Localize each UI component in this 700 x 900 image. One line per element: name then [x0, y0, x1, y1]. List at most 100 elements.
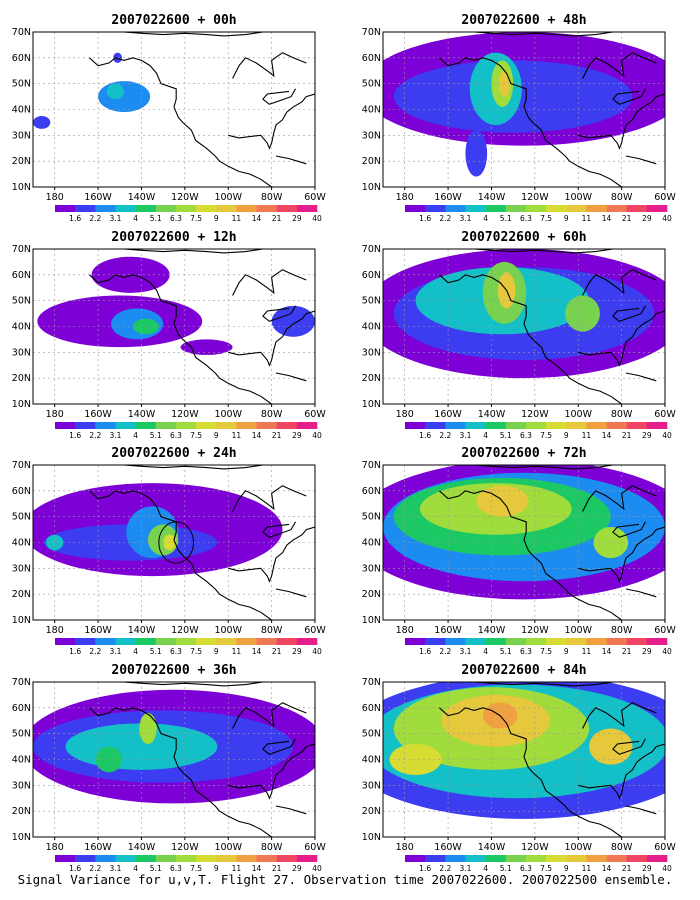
map-panel-5: 2007022600 + 48h 180 160W 140W 120W 100W 80W 60…: [362, 13, 677, 223]
colorbar-label: 9: [214, 647, 219, 656]
y-tick-label: 40N: [362, 755, 381, 766]
plot-frame: [382, 681, 666, 838]
coastline-segment: [625, 805, 657, 815]
variance-field: [383, 465, 665, 600]
colorbar: 1.6 2.2 3.1 4 5.1 6.3 7.5 9 11 14 21 29 40: [55, 638, 322, 656]
colorbar-label: 9: [564, 214, 569, 223]
colorbar-label: 2.2: [89, 431, 101, 440]
colorbar-swatch: [75, 205, 96, 212]
colorbar-label: 21: [272, 864, 282, 873]
colorbar: 1.6 2.2 3.1 4 5.1 6.3 7.5 9 11 14 21 29 40: [405, 638, 672, 656]
x-tick-label: 120W: [171, 625, 199, 636]
colorbar-label: 29: [292, 864, 302, 873]
x-tick-label: 80W: [611, 409, 633, 420]
x-tick-label: 160W: [84, 625, 112, 636]
y-tick-label: 40N: [12, 322, 31, 333]
variance-blob: [593, 527, 629, 558]
colorbar-label: 40: [312, 647, 322, 656]
colorbar-label: 5.1: [500, 864, 512, 873]
target-circle: [158, 521, 195, 564]
colorbar-label: 29: [642, 864, 652, 873]
colorbar-swatch: [155, 638, 177, 645]
variance-blob: [589, 728, 633, 765]
y-tick-label: 30N: [362, 347, 381, 358]
colorbar-swatch: [606, 638, 627, 645]
colorbar-swatch: [216, 855, 237, 862]
colorbar-label: 14: [252, 431, 262, 440]
grid-lines: [33, 32, 315, 187]
coastline-segment: [118, 682, 263, 687]
y-tick-label: 10N: [12, 182, 31, 193]
x-tick-label: 120W: [171, 192, 199, 203]
colorbar-label: 3.1: [109, 864, 121, 873]
colorbar-label: 14: [252, 214, 262, 223]
y-tick-label: 10N: [362, 832, 381, 843]
colorbar-label: 3.1: [459, 431, 471, 440]
x-tick-label: 160W: [434, 192, 462, 203]
colorbar-swatch: [256, 855, 277, 862]
colorbar-label: 21: [622, 431, 632, 440]
y-tick-label: 10N: [362, 182, 381, 193]
coastline-segment: [232, 269, 307, 296]
coastline-segment: [468, 465, 613, 470]
colorbar-swatch: [75, 422, 96, 429]
plot-frame: [32, 464, 316, 621]
colorbar-swatch: [445, 638, 466, 645]
colorbar-label: 21: [622, 864, 632, 873]
y-tick-label: 40N: [12, 538, 31, 549]
variance-blob: [98, 81, 151, 113]
x-tick-label: 80W: [611, 842, 633, 853]
panel-title: 2007022600 + 12h: [111, 230, 236, 245]
y-tick-label: 20N: [12, 156, 31, 167]
x-tick-label: 120W: [521, 625, 549, 636]
coastline-segment: [439, 274, 622, 404]
coastline-segment: [275, 805, 307, 815]
colorbar-label: 6.3: [520, 431, 532, 440]
panel-title: 2007022600 + 36h: [111, 663, 236, 678]
x-tick-label: 100W: [564, 192, 592, 203]
map-panel-7: 2007022600 + 72h 180 160W 140W 120W 100W 80W 60…: [362, 446, 677, 656]
coastline: [89, 32, 315, 187]
colorbar: 1.6 2.2 3.1 4 5.1 6.3 7.5 9 11 14 21 29 40: [405, 422, 672, 440]
variance-blob: [465, 130, 488, 177]
y-tick-label: 50N: [12, 296, 31, 307]
colorbar-label: 4: [483, 214, 488, 223]
coastline-segment: [439, 707, 622, 837]
x-tick-label: 60W: [304, 625, 326, 636]
coastline-segment: [275, 372, 307, 382]
y-tick-label: 70N: [12, 27, 31, 38]
coastline-segment: [612, 738, 646, 755]
colorbar-swatch: [586, 205, 607, 212]
coastline-segment: [228, 310, 315, 367]
x-tick-label: 160W: [84, 192, 112, 203]
y-tick-label: 10N: [362, 399, 381, 410]
y-tick-label: 10N: [12, 399, 31, 410]
variance-field: [33, 483, 283, 577]
colorbar-swatch: [445, 855, 466, 862]
colorbar-label: 2.2: [439, 647, 451, 656]
colorbar-swatch: [196, 638, 217, 645]
colorbar-label: 1.6: [69, 647, 81, 656]
colorbar-label: 1.6: [419, 214, 431, 223]
colorbar-label: 11: [582, 647, 592, 656]
colorbar-swatch: [216, 638, 237, 645]
colorbar-label: 11: [582, 864, 592, 873]
panel-title: 2007022600 + 00h: [111, 13, 236, 28]
colorbar-swatch: [236, 205, 257, 212]
x-tick-label: 100W: [214, 842, 242, 853]
colorbar-swatch: [546, 855, 567, 862]
colorbar-swatch: [525, 855, 547, 862]
colorbar-swatch: [196, 422, 217, 429]
colorbar-label: 3.1: [109, 647, 121, 656]
coastline-segment: [582, 702, 657, 729]
coastline-segment: [582, 269, 657, 296]
grid-lines: [33, 682, 315, 837]
x-tick-label: 60W: [654, 409, 676, 420]
coastline-segment: [468, 249, 613, 254]
colorbar-swatch: [236, 638, 257, 645]
x-tick-label: 80W: [261, 192, 283, 203]
y-tick-label: 70N: [362, 460, 381, 471]
colorbar: 1.6 2.2 3.1 4 5.1 6.3 7.5 9 11 14 21 29 40: [55, 422, 322, 440]
colorbar-swatch: [586, 638, 607, 645]
